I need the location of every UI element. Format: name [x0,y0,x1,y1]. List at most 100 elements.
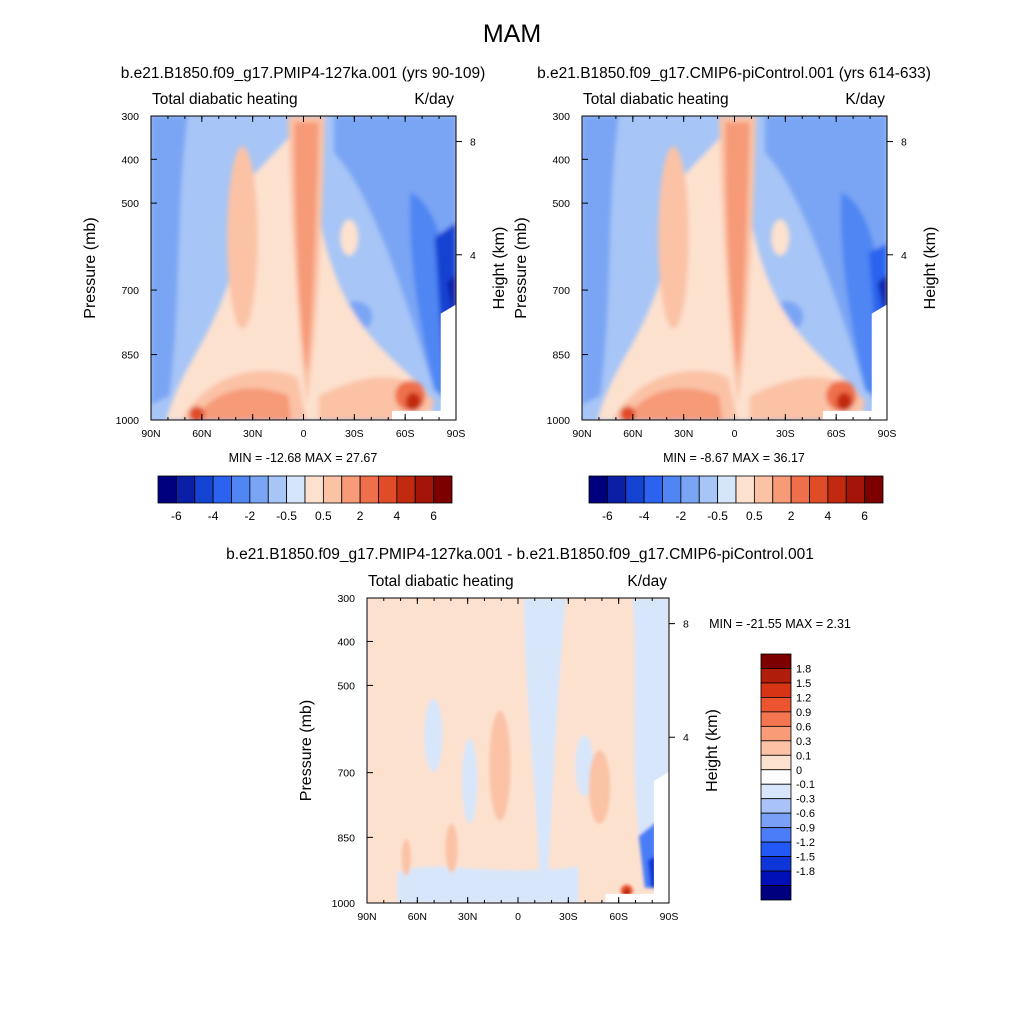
panel-units-label: K/day [414,91,454,108]
blue-band-north [582,116,619,405]
colorbar-label: -6 [171,509,182,523]
colorbar-label: -0.5 [707,509,728,523]
colorbar-label: -2 [676,509,687,523]
y-right-tick-label: 4 [470,250,476,262]
y-tick-label: 700 [121,285,139,297]
colorbar-swatch [735,475,755,504]
y-tick-label: 700 [337,768,355,780]
x-tick-label: 0 [732,428,738,440]
y-tick-label: 400 [121,154,139,166]
colorbar-swatch [760,870,792,886]
colorbar-label: -1.2 [796,837,815,849]
y-tick-label: 400 [552,154,570,166]
colorbar-label: 2 [357,509,364,523]
colorbar-label: -0.3 [796,794,815,806]
colorbar-label: 1.5 [796,678,811,690]
field-smooth [151,116,456,420]
mid-red-tower-north [227,146,258,329]
colorbar-swatch [378,475,398,504]
x-tick-label: 60S [396,428,415,440]
colorbar-swatch [322,475,343,504]
x-tick-label: 30S [345,428,364,440]
y-axis-label-right: Height (km) [922,227,939,310]
colorbar-swatch [341,475,361,504]
y-right-tick-label: 8 [470,137,476,149]
colorbar-swatch [157,475,177,504]
colorbar-label: -0.1 [796,779,815,791]
y-tick-label: 850 [552,350,570,362]
colorbar-swatch [753,475,774,504]
pos-tower-40s [588,750,611,824]
colorbar-swatch [414,475,435,504]
panel-left-label: Total diabatic heating [583,91,729,108]
neg-band-equator [524,598,567,873]
colorbar-swatch [827,475,847,504]
colorbar-label: -2 [245,509,256,523]
x-tick-label: 60N [623,428,642,440]
colorbar-swatch [662,475,682,504]
colorbar-swatch [588,475,608,504]
panel-3: b.e21.B1850.f09_g17.PMIP4-127ka.001 - b.… [226,546,851,923]
pos-tower-15n [489,710,511,821]
x-tick-label: 30S [776,428,795,440]
colorbar-swatch [760,711,792,727]
x-tick-label: 30N [458,911,477,923]
missing-data-mask [822,304,887,420]
missing-data-mask [605,771,669,903]
colorbar-swatch [304,475,324,504]
colorbar-label: -4 [208,509,219,523]
y-axis-label: Pressure (mb) [298,700,315,801]
colorbar-swatch [760,841,792,857]
min-max-stats: MIN = -21.55 MAX = 2.31 [709,617,851,631]
colorbar-label: 0.9 [796,707,811,719]
colorbar-label: 6 [430,509,437,523]
y-right-tick-label: 8 [683,619,689,631]
colorbar-label: -1.5 [796,852,815,864]
colorbar-swatch [680,475,700,504]
min-max-stats: MIN = -12.68 MAX = 27.67 [229,451,378,465]
x-tick-label: 90N [572,428,591,440]
colorbar-swatch [643,475,663,504]
pos-pocket-40n [445,823,458,873]
colorbar-swatch [790,475,810,504]
y-axis-label: Pressure (mb) [513,217,530,318]
x-tick-label: 90S [878,428,897,440]
missing-data-mask [391,304,456,420]
colorbar-swatch [231,475,251,504]
y-tick-label: 850 [121,350,139,362]
colorbar-label: -0.9 [796,823,815,835]
colorbar-swatch [760,769,792,785]
colorbar-swatch [809,475,829,504]
x-tick-label: 0 [301,428,307,440]
panel-left-label: Total diabatic heating [368,573,514,590]
colorbar-label: 4 [394,509,401,523]
colorbar-swatch [212,475,232,504]
colorbar-label: -6 [602,509,613,523]
y-tick-label: 500 [121,198,139,210]
x-tick-label: 60S [827,428,846,440]
blue-band-north [151,116,188,405]
panel-units-label: K/day [627,573,667,590]
x-tick-label: 60S [609,911,628,923]
colorbar-swatch [772,475,792,504]
panel-2: b.e21.B1850.f09_g17.CMIP6-piControl.001 … [513,65,939,523]
x-tick-label: 30N [674,428,693,440]
colorbar-label: 6 [861,509,868,523]
colorbar-swatch [760,740,792,756]
colorbar-swatch [760,653,792,669]
neg-band-surface [397,866,579,903]
colorbar-label: 0.1 [796,750,811,762]
y-tick-label: 1000 [116,415,140,427]
colorbar-swatch [267,475,288,504]
colorbar-swatch [760,754,792,771]
colorbar-label: 2 [788,509,795,523]
x-tick-label: 90S [447,428,466,440]
colorbar-label: 0.5 [746,509,763,523]
panel-title: b.e21.B1850.f09_g17.PMIP4-127ka.001 (yrs… [121,65,486,82]
panel-1: b.e21.B1850.f09_g17.PMIP4-127ka.001 (yrs… [82,65,508,523]
y-tick-label: 850 [337,832,355,844]
y-right-tick-label: 8 [901,137,907,149]
colorbar-label: -4 [639,509,650,523]
colorbar-swatch [606,475,627,504]
